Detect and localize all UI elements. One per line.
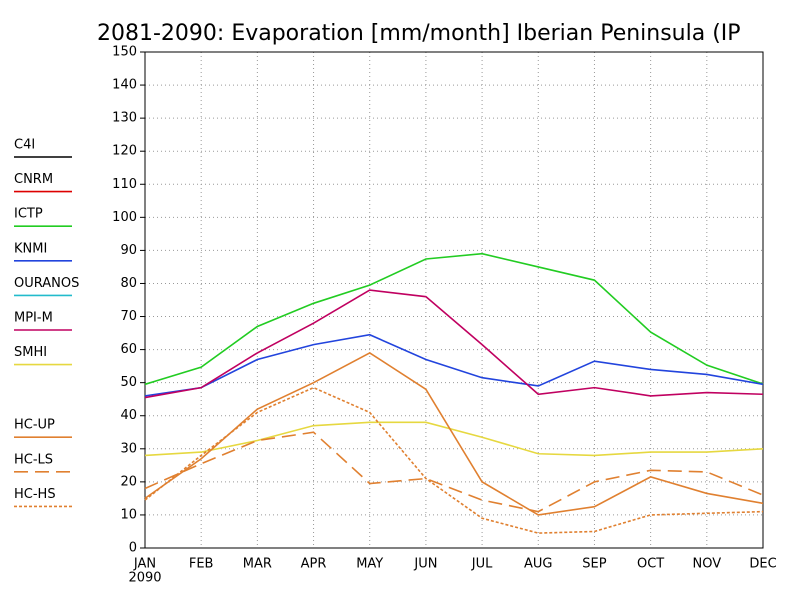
x-tick-label: JUL xyxy=(471,557,493,572)
legend-label: HC-LS xyxy=(14,452,53,467)
y-tick-label: 90 xyxy=(120,243,137,258)
y-tick-label: 70 xyxy=(120,309,137,324)
x-tick-label: MAY xyxy=(356,557,383,572)
x-tick-label: JUN xyxy=(413,557,437,572)
y-tick-label: 110 xyxy=(112,177,137,192)
x-tick-label: FEB xyxy=(189,557,214,572)
series-line xyxy=(144,386,764,534)
year-label: 2090 xyxy=(128,571,161,586)
y-tick-label: 80 xyxy=(120,276,137,291)
x-tick-label: SEP xyxy=(582,557,606,572)
legend-label: C4I xyxy=(14,138,35,153)
series-line xyxy=(144,431,764,513)
y-tick-label: 100 xyxy=(112,210,137,225)
legend-label: SMHI xyxy=(14,345,47,360)
series-line xyxy=(144,351,764,516)
y-tick-label: 140 xyxy=(112,78,137,93)
x-tick-label: MAR xyxy=(243,557,272,572)
legend-label: ICTP xyxy=(14,207,43,222)
legend-label: HC-HS xyxy=(14,487,56,502)
y-tick-label: 10 xyxy=(120,507,137,522)
y-tick-label: 50 xyxy=(120,375,137,390)
series-line xyxy=(144,333,764,397)
y-tick-label: 40 xyxy=(120,408,137,423)
legend-label: CNRM xyxy=(14,172,53,187)
legend-label: MPI-M xyxy=(14,311,53,326)
chart-title: 2081-2090: Evaporation [mm/month] Iberia… xyxy=(97,21,741,46)
series-line xyxy=(144,421,764,457)
legend-label: OURANOS xyxy=(14,276,79,291)
x-tick-label: AUG xyxy=(524,557,552,572)
series-line xyxy=(144,289,764,399)
y-tick-label: 0 xyxy=(129,541,137,556)
y-tick-label: 130 xyxy=(112,111,137,126)
x-tick-label: NOV xyxy=(693,557,722,572)
x-tick-label: OCT xyxy=(637,557,664,572)
legend-label: KNMI xyxy=(14,241,47,256)
plot-frame xyxy=(144,51,764,549)
x-tick-label: JAN xyxy=(133,557,156,572)
y-tick-label: 20 xyxy=(120,474,137,489)
y-tick-label: 60 xyxy=(120,342,137,357)
x-tick-label: DEC xyxy=(749,557,776,572)
legend-label: HC-UP xyxy=(14,418,55,433)
y-tick-label: 30 xyxy=(120,441,137,456)
y-tick-label: 150 xyxy=(112,45,137,60)
y-tick-label: 120 xyxy=(112,144,137,159)
x-tick-label: APR xyxy=(301,557,327,572)
series-line xyxy=(144,252,764,386)
